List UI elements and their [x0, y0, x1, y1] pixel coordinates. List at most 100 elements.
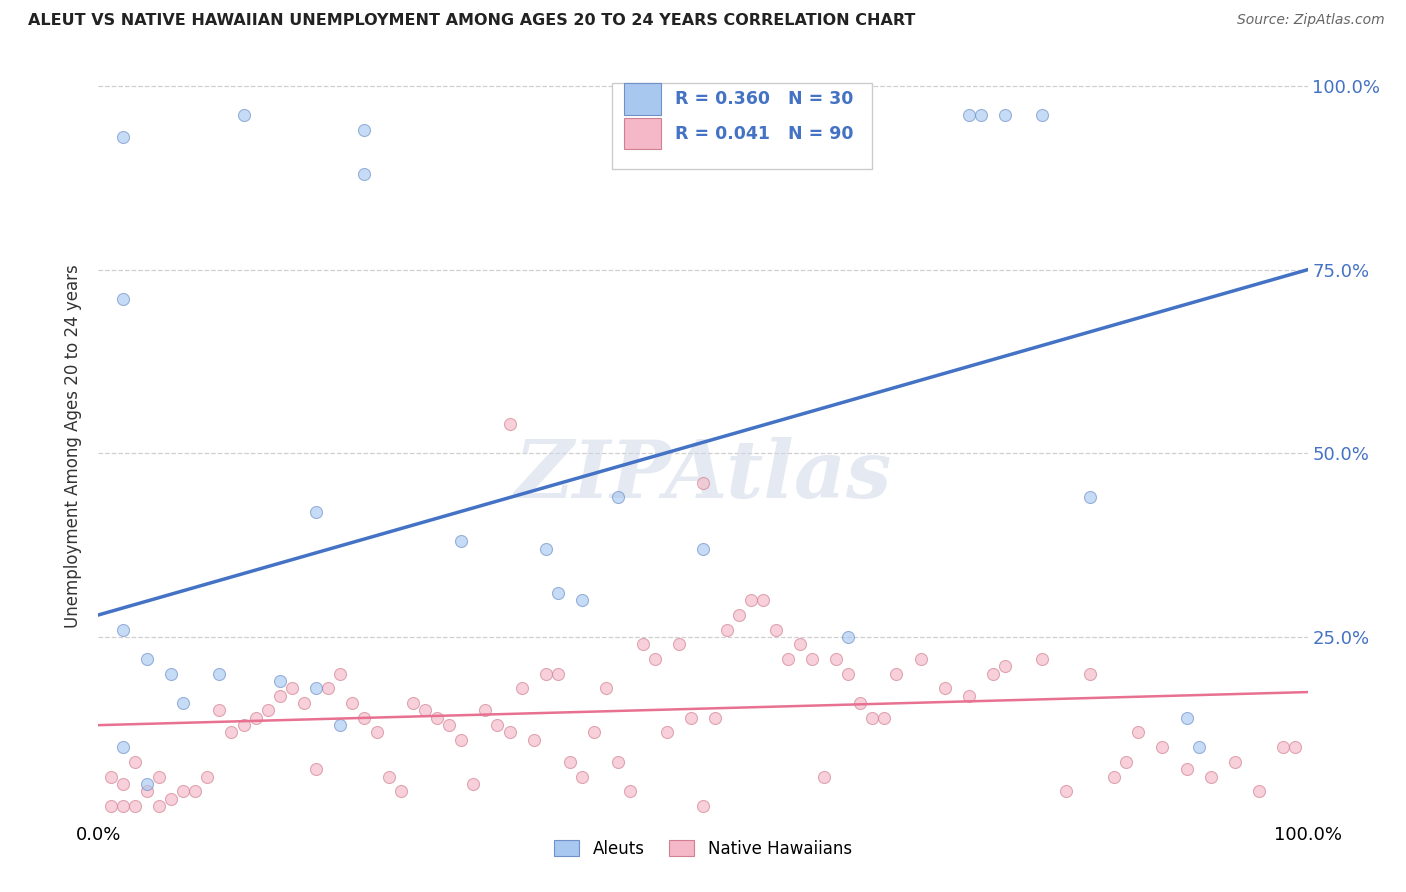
Point — [124, 755, 146, 769]
Point — [607, 491, 630, 505]
Point — [813, 770, 835, 784]
Point — [486, 718, 509, 732]
Point — [547, 586, 569, 600]
Point — [316, 681, 339, 696]
Point — [1175, 711, 1198, 725]
Point — [934, 681, 956, 696]
Point — [269, 689, 291, 703]
Point — [269, 674, 291, 689]
Point — [463, 777, 485, 791]
Point — [437, 718, 460, 732]
FancyBboxPatch shape — [624, 118, 661, 149]
Point — [208, 666, 231, 681]
Point — [245, 711, 267, 725]
Point — [910, 652, 932, 666]
Point — [135, 777, 157, 791]
Legend: Aleuts, Native Hawaiians: Aleuts, Native Hawaiians — [547, 833, 859, 864]
Point — [353, 167, 375, 181]
Point — [1152, 740, 1174, 755]
Point — [342, 696, 364, 710]
Point — [184, 784, 207, 798]
Point — [800, 652, 823, 666]
FancyBboxPatch shape — [613, 83, 872, 169]
Point — [1128, 725, 1150, 739]
Point — [281, 681, 304, 696]
Point — [111, 740, 134, 755]
Point — [1054, 784, 1077, 798]
Point — [100, 799, 122, 814]
Point — [849, 696, 872, 710]
Point — [111, 623, 134, 637]
Point — [135, 784, 157, 798]
Point — [160, 666, 183, 681]
Point — [571, 770, 593, 784]
Point — [1249, 784, 1271, 798]
Point — [402, 696, 425, 710]
Point — [704, 711, 727, 725]
Point — [571, 593, 593, 607]
Point — [195, 770, 218, 784]
Point — [329, 718, 352, 732]
Point — [957, 108, 980, 122]
Point — [413, 703, 436, 717]
Point — [498, 725, 520, 739]
Point — [583, 725, 606, 739]
Point — [957, 689, 980, 703]
Point — [305, 505, 328, 519]
Point — [994, 659, 1017, 673]
Point — [776, 652, 799, 666]
Text: ZIPAtlas: ZIPAtlas — [515, 437, 891, 515]
Point — [837, 630, 859, 644]
Point — [789, 637, 811, 651]
Point — [232, 108, 254, 122]
Point — [619, 784, 641, 798]
Point — [172, 784, 194, 798]
Point — [474, 703, 496, 717]
Point — [655, 725, 678, 739]
Point — [1175, 762, 1198, 776]
FancyBboxPatch shape — [624, 83, 661, 115]
Point — [692, 475, 714, 490]
Point — [825, 652, 848, 666]
Point — [221, 725, 243, 739]
Point — [716, 623, 738, 637]
Point — [970, 108, 993, 122]
Point — [523, 732, 546, 747]
Point — [547, 666, 569, 681]
Point — [752, 593, 775, 607]
Point — [135, 652, 157, 666]
Point — [111, 292, 134, 306]
Point — [886, 666, 908, 681]
Point — [860, 711, 883, 725]
Point — [329, 666, 352, 681]
Point — [668, 637, 690, 651]
Point — [1102, 770, 1125, 784]
Point — [111, 777, 134, 791]
Point — [510, 681, 533, 696]
Point — [679, 711, 702, 725]
Point — [389, 784, 412, 798]
Point — [534, 541, 557, 556]
Text: R = 0.360   N = 30: R = 0.360 N = 30 — [675, 90, 853, 108]
Point — [994, 108, 1017, 122]
Point — [1115, 755, 1137, 769]
Point — [366, 725, 388, 739]
Point — [728, 607, 751, 622]
Point — [124, 799, 146, 814]
Point — [1223, 755, 1246, 769]
Point — [208, 703, 231, 717]
Point — [450, 534, 472, 549]
Point — [740, 593, 762, 607]
Point — [595, 681, 617, 696]
Point — [1031, 108, 1053, 122]
Point — [353, 711, 375, 725]
Point — [631, 637, 654, 651]
Text: ALEUT VS NATIVE HAWAIIAN UNEMPLOYMENT AMONG AGES 20 TO 24 YEARS CORRELATION CHAR: ALEUT VS NATIVE HAWAIIAN UNEMPLOYMENT AM… — [28, 13, 915, 29]
Point — [160, 791, 183, 805]
Point — [873, 711, 896, 725]
Point — [1031, 652, 1053, 666]
Point — [232, 718, 254, 732]
Point — [305, 681, 328, 696]
Point — [981, 666, 1004, 681]
Text: Source: ZipAtlas.com: Source: ZipAtlas.com — [1237, 13, 1385, 28]
